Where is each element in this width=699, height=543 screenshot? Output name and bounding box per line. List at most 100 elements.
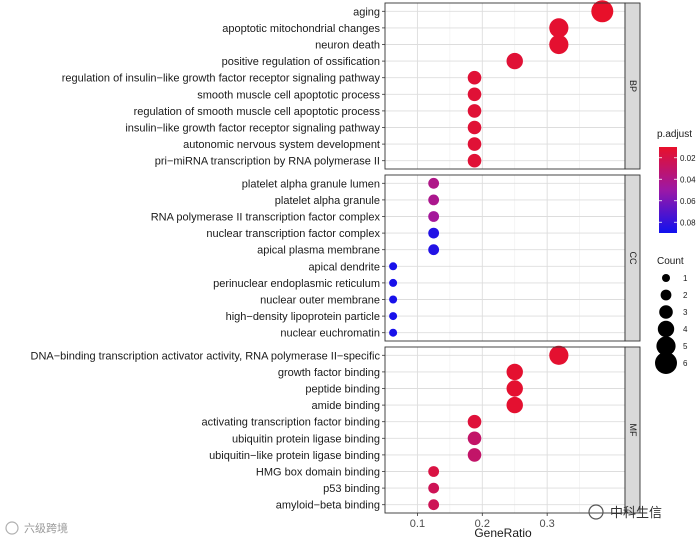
color-legend-ticks: 0.02 0.04 0.06 0.08 <box>659 154 696 227</box>
term-dot <box>428 211 440 222</box>
size-legend-label: 4 <box>683 325 688 334</box>
facet-strip <box>624 346 641 514</box>
term-label: p53 binding <box>323 483 380 495</box>
panel-cc: platelet alpha granule lumen platelet alp… <box>151 174 641 342</box>
panel-bp: aging apoptotic mitochondrial changes neur… <box>62 0 641 170</box>
term-dot <box>428 244 440 256</box>
facet-strip-label: MF <box>628 424 638 437</box>
watermark-left-text: 六级跨境 <box>24 521 68 535</box>
size-legend-dot <box>662 274 670 282</box>
term-dot <box>389 262 398 271</box>
term-label: regulation of insulin−like growth factor… <box>62 73 381 85</box>
x-tick-label: 0.3 <box>540 518 555 530</box>
color-legend-tick-label: 0.04 <box>680 175 696 184</box>
size-legend-dot <box>659 305 673 319</box>
term-dot <box>467 414 482 429</box>
facet-strip-label: CC <box>628 252 638 265</box>
term-dot <box>467 137 482 151</box>
term-dot <box>467 153 482 168</box>
term-label: nuclear euchromatin <box>280 328 380 340</box>
term-dot <box>591 0 614 23</box>
term-label: growth factor binding <box>278 367 380 379</box>
size-legend-title: Count <box>657 256 684 267</box>
x-tick-label: 0.2 <box>475 518 490 530</box>
term-dot <box>428 482 440 494</box>
facet-strip <box>624 174 641 342</box>
term-dot <box>389 295 398 304</box>
term-label: nuclear transcription factor complex <box>206 228 380 240</box>
term-dot <box>467 120 482 135</box>
term-dot <box>506 380 523 397</box>
panel-mf: DNA−binding transcription activator acti… <box>31 345 641 514</box>
term-label: positive regulation of ossification <box>222 56 380 68</box>
term-label: high−density lipoprotein particle <box>226 311 380 323</box>
facet-strip <box>624 2 641 170</box>
x-axis-title: GeneRatio <box>474 526 532 540</box>
size-legend-label: 1 <box>683 274 688 283</box>
facet-strip-label: BP <box>628 80 638 92</box>
watermark-right: 中科生信 <box>588 504 662 520</box>
term-dot <box>389 278 398 287</box>
term-label: autonomic nervous system development <box>183 139 380 151</box>
term-dot <box>549 34 569 55</box>
color-legend-bar <box>659 147 677 233</box>
term-label: apical dendrite <box>308 261 380 273</box>
size-legend: Count 1 2 3 4 5 6 <box>655 256 688 374</box>
term-label: aging <box>353 6 380 18</box>
color-legend-tick-label: 0.02 <box>680 154 696 163</box>
watermark-right-text: 中科生信 <box>610 505 662 520</box>
size-legend-label: 5 <box>683 342 688 351</box>
term-dot <box>549 345 569 365</box>
term-label: nuclear outer membrane <box>260 295 380 307</box>
x-tick-label: 0.1 <box>410 518 425 530</box>
term-dot <box>389 328 398 337</box>
term-label: amyloid−beta binding <box>276 500 380 512</box>
watermark-left-logo-icon <box>5 521 19 535</box>
panel-background <box>385 3 625 169</box>
term-dot <box>389 312 398 321</box>
size-legend-label: 6 <box>683 359 688 368</box>
term-dot <box>467 70 482 85</box>
size-legend-dot <box>660 289 672 301</box>
term-dot <box>467 87 482 102</box>
term-label: perinuclear endoplasmic reticulum <box>213 278 380 290</box>
term-dot <box>467 448 482 462</box>
term-label: insulin−like growth factor receptor sign… <box>125 123 380 135</box>
term-label: neuron death <box>315 40 380 52</box>
size-legend-label: 2 <box>683 291 688 300</box>
panel-background <box>385 347 625 513</box>
watermark-right-logo-icon <box>588 504 604 520</box>
color-legend-title: p.adjust <box>657 129 692 140</box>
term-label: peptide binding <box>305 384 380 396</box>
term-label: activating transcription factor binding <box>201 417 380 429</box>
size-legend-dot <box>655 352 677 374</box>
size-legend-label: 3 <box>683 308 688 317</box>
term-dot <box>506 396 523 414</box>
term-label: platelet alpha granule <box>275 195 380 207</box>
color-legend-tick-label: 0.08 <box>680 218 696 227</box>
term-dot <box>506 52 523 70</box>
x-axis: 0.1 0.2 0.3 <box>410 513 555 530</box>
term-dot <box>428 177 440 189</box>
term-dot <box>428 499 440 511</box>
panels-layer: aging apoptotic mitochondrial changes neur… <box>31 0 641 514</box>
term-label: pri−miRNA transcription by RNA polymeras… <box>155 156 380 168</box>
term-label: apical plasma membrane <box>257 245 380 257</box>
term-dot <box>506 363 523 381</box>
term-label: amide binding <box>312 400 381 412</box>
term-label: platelet alpha granule lumen <box>242 178 380 190</box>
color-legend-tick-label: 0.06 <box>680 197 696 206</box>
term-dot <box>428 227 440 239</box>
term-label: smooth muscle cell apoptotic process <box>197 89 380 101</box>
term-label: ubiquitin protein ligase binding <box>232 433 380 445</box>
watermark-left: 六级跨境 <box>5 521 68 535</box>
term-label: apoptotic mitochondrial changes <box>222 23 380 35</box>
term-dot <box>467 104 482 118</box>
size-legend-items: 1 2 3 4 5 6 <box>655 274 688 374</box>
term-dot <box>428 194 440 206</box>
term-label: RNA polymerase II transcription factor c… <box>151 212 381 224</box>
size-legend-dot <box>656 336 676 356</box>
size-legend-dot <box>657 320 675 338</box>
